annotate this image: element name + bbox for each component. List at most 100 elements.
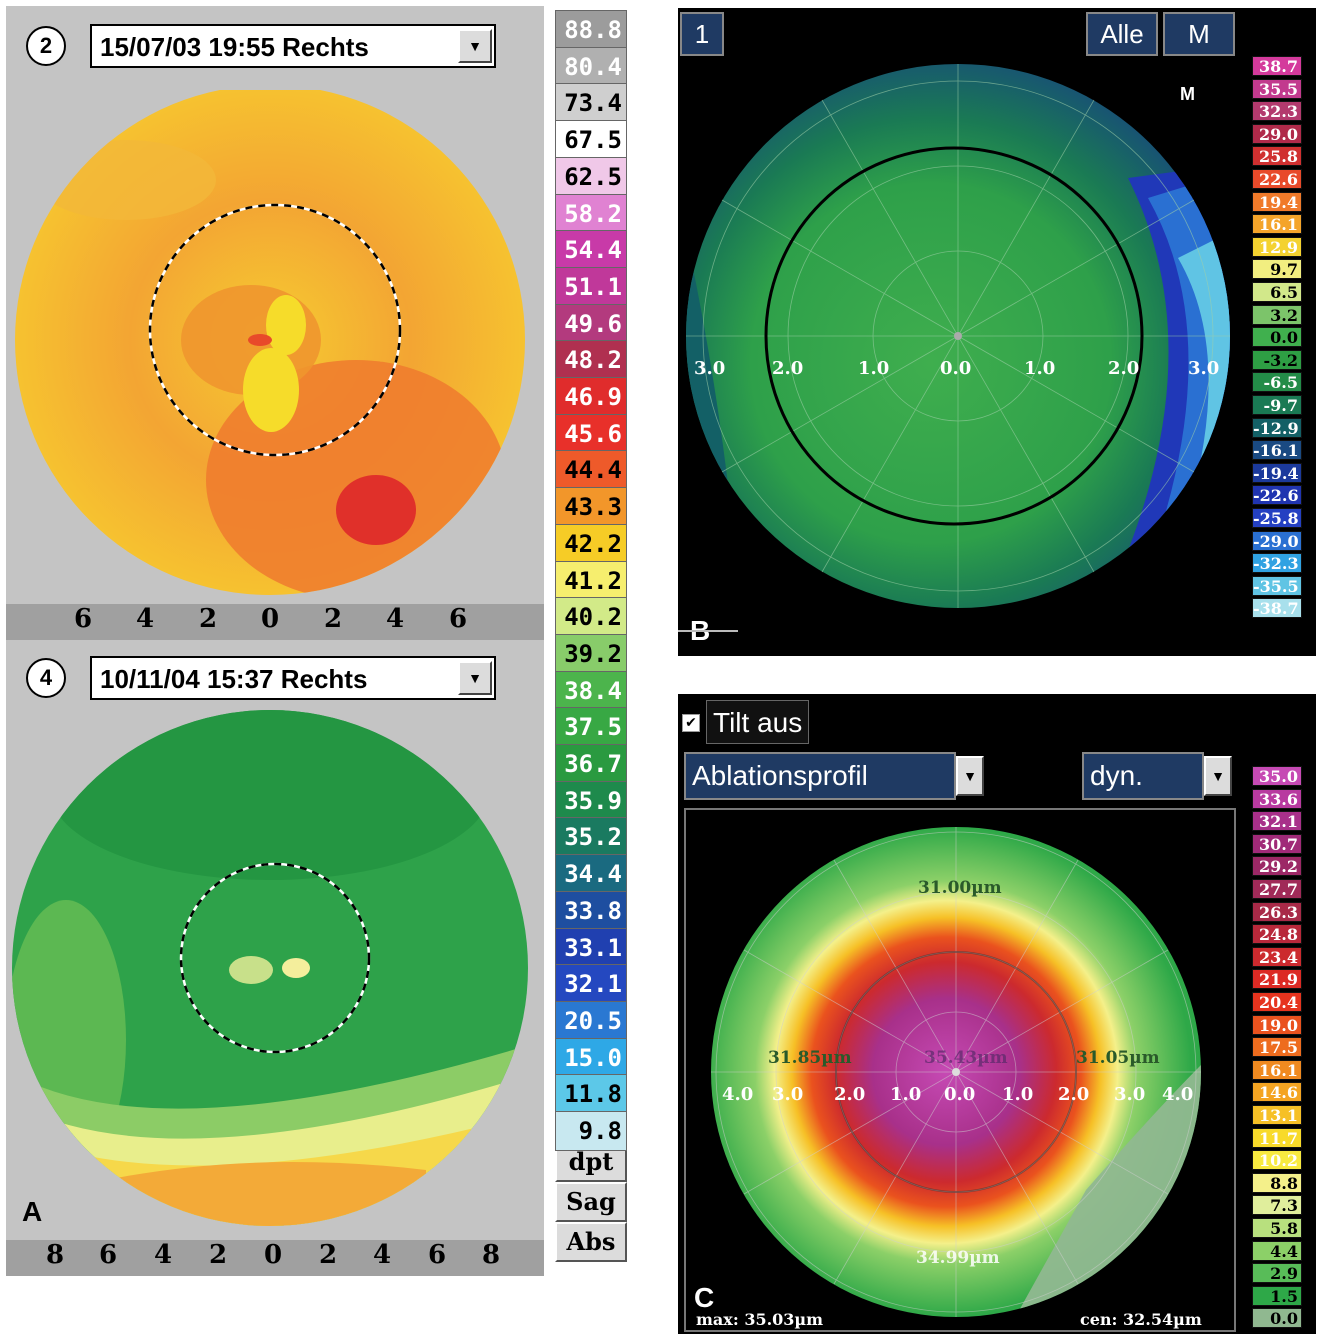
scale-value: 54.4 — [555, 230, 627, 271]
dropdown-arrow-bottom[interactable]: ▼ — [458, 661, 492, 695]
scale-value: 48.2 — [555, 340, 627, 381]
legend-c-value: 8.8 — [1252, 1172, 1302, 1193]
ruler-tick: 2 — [324, 604, 343, 634]
mode-select[interactable]: dyn. — [1082, 752, 1204, 800]
scale-value: 36.7 — [555, 744, 627, 784]
ruler-top: 6 4 2 0 2 4 6 — [6, 604, 544, 640]
axis-tick-b: 1.0 — [858, 358, 890, 379]
dropdown-arrow-top[interactable]: ▼ — [458, 29, 492, 63]
legend-b-value: 35.5 — [1252, 78, 1302, 99]
topography-map-top[interactable] — [6, 90, 544, 605]
scale-value: 35.9 — [555, 780, 627, 821]
ruler-tick: 0 — [261, 604, 280, 634]
scale-value: 40.2 — [555, 597, 627, 638]
scale-value: 45.6 — [555, 413, 627, 454]
map-number-top: 2 — [26, 26, 66, 66]
scale-value: 49.6 — [555, 303, 627, 344]
check-icon: ✔ — [685, 715, 697, 731]
sag-button[interactable]: Sag — [555, 1182, 627, 1222]
legend-c-value: 2.9 — [1252, 1263, 1302, 1284]
scale-value: 9.8 — [555, 1111, 627, 1151]
legend-b-value: 19.4 — [1252, 191, 1302, 212]
axis-tick-b: 2.0 — [772, 358, 804, 379]
legend-b-value: -32.3 — [1252, 553, 1302, 574]
legend-b-value: 0.0 — [1252, 327, 1302, 348]
legend-b-value: -35.5 — [1252, 575, 1302, 596]
legend-c-value: 7.3 — [1252, 1195, 1302, 1216]
axis-tick-c: 3.0 — [1114, 1084, 1146, 1105]
m-button[interactable]: M — [1163, 12, 1235, 56]
topography-map-bottom[interactable] — [6, 710, 544, 1240]
map-tab-1[interactable]: 1 — [680, 12, 724, 56]
max-readout: max: 35.03µm — [696, 1310, 824, 1329]
legend-c-value: 29.2 — [1252, 856, 1302, 877]
tilt-label: Tilt aus — [706, 700, 810, 744]
chevron-down-icon: ▼ — [468, 670, 482, 686]
scale-value: 80.4 — [555, 46, 627, 87]
label-left: 31.85µm — [768, 1048, 852, 1068]
legend-c-value: 27.7 — [1252, 879, 1302, 899]
scale-value: 88.8 — [555, 10, 627, 50]
scale-value: 62.5 — [555, 156, 627, 197]
axis-tick-c: 4.0 — [722, 1084, 754, 1105]
scale-value: 34.4 — [555, 854, 627, 895]
scale-value: 32.1 — [555, 964, 627, 1005]
profile-select[interactable]: Ablationsprofil — [684, 752, 956, 800]
legend-b-value: 32.3 — [1252, 101, 1302, 122]
legend-c-value: 0.0 — [1252, 1308, 1302, 1329]
legend-c-value: 21.9 — [1252, 969, 1302, 990]
ruler-tick: 6 — [449, 604, 468, 634]
legend-b-value: -29.0 — [1252, 530, 1302, 551]
center-readout: cen: 32.54µm — [1080, 1310, 1202, 1329]
legend-b-value: 25.8 — [1252, 146, 1302, 167]
label-bottom: 34.99µm — [916, 1248, 1000, 1268]
legend-b-value: -12.9 — [1252, 417, 1302, 438]
scale-value: 41.2 — [555, 560, 627, 601]
legend-c-value: 4.4 — [1252, 1240, 1302, 1261]
ablation-map-frame — [684, 808, 1236, 1332]
ruler-tick: 6 — [428, 1240, 447, 1270]
legend-b-value: 22.6 — [1252, 169, 1302, 189]
legend-c-value: 26.3 — [1252, 901, 1302, 922]
label-right: 31.05µm — [1076, 1048, 1160, 1068]
date-select-bottom[interactable]: 10/11/04 15:37 Rechts — [90, 656, 496, 700]
profile-dropdown-arrow[interactable]: ▼ — [956, 756, 984, 796]
ablation-profile-map[interactable] — [686, 810, 1234, 1330]
axis-tick-b: 0.0 — [940, 358, 972, 379]
scale-value: 43.3 — [555, 487, 627, 528]
chevron-down-icon: ▼ — [468, 38, 482, 54]
mode-dropdown-arrow[interactable]: ▼ — [1204, 756, 1232, 796]
legend-c-value: 10.2 — [1252, 1150, 1302, 1171]
ruler-tick: 0 — [264, 1240, 283, 1270]
tilt-checkbox[interactable]: ✔ — [682, 714, 700, 732]
scale-value: 33.1 — [555, 927, 627, 968]
scale-value: 20.5 — [555, 1000, 627, 1041]
axis-tick-b: 3.0 — [694, 358, 726, 379]
axis-tick-c: 0.0 — [944, 1084, 976, 1105]
scale-value: 58.2 — [555, 193, 627, 234]
legend-b-value: 6.5 — [1252, 282, 1302, 302]
scale-value: 73.4 — [555, 83, 627, 124]
scale-value: 38.4 — [555, 670, 627, 711]
ruler-tick: 6 — [74, 604, 93, 634]
scale-value: 44.4 — [555, 450, 627, 491]
scale-value: 39.2 — [555, 633, 627, 674]
axis-tick-c: 3.0 — [772, 1084, 804, 1105]
alle-button[interactable]: Alle — [1086, 12, 1158, 56]
map-number-bottom: 4 — [26, 658, 66, 698]
abs-button[interactable]: Abs — [555, 1222, 627, 1262]
ruler-tick: 4 — [136, 604, 155, 634]
date-select-top[interactable]: 15/07/03 19:55 Rechts — [90, 24, 496, 68]
panel-b-baseline — [678, 630, 738, 632]
legend-c-value: 5.8 — [1252, 1218, 1302, 1238]
scale-value: 67.5 — [555, 120, 627, 161]
axis-tick-c: 2.0 — [834, 1084, 866, 1105]
legend-c-value: 30.7 — [1252, 833, 1302, 854]
scale-value: 11.8 — [555, 1074, 627, 1115]
chevron-down-icon: ▼ — [963, 768, 977, 784]
legend-c-value: 11.7 — [1252, 1127, 1302, 1148]
elevation-map-b[interactable] — [678, 58, 1244, 638]
chevron-down-icon: ▼ — [1211, 768, 1225, 784]
legend-b-value: 9.7 — [1252, 259, 1302, 280]
axis-tick-b: 1.0 — [1024, 358, 1056, 379]
